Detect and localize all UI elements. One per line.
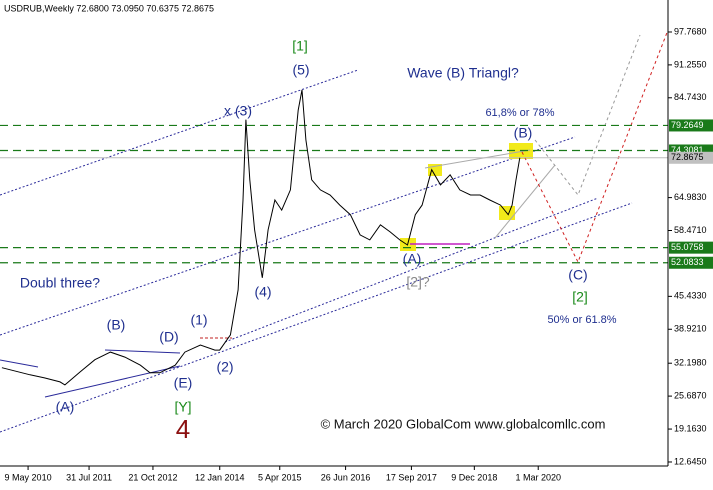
price-line [1,89,521,386]
y-tick-label: 12.6450 [674,456,707,466]
x-tick-label: 1 Mar 2020 [515,472,561,482]
annotation: (1) [190,312,207,328]
y-tick-label: 19.1630 [674,423,707,433]
x-tick-label: 17 Sep 2017 [386,472,437,482]
last-price-box [669,151,713,164]
level-label-box [669,119,713,132]
level-label: 55.0758 [671,242,704,252]
x-tick-label: 9 May 2010 [5,472,52,482]
annotation: 4 [176,414,190,444]
channel-lines [0,69,633,433]
annotation: [2] [572,289,588,305]
annotation: (D) [159,329,178,345]
annotation: (4) [254,284,271,300]
level-label: 74.3081 [671,145,704,155]
annotation: (A) [403,251,422,267]
last-price-label: 72.8675 [671,152,704,162]
level-label-box [669,256,713,269]
annotation: (5) [292,62,309,78]
x-tick-label: 5 Apr 2015 [258,472,302,482]
annotation: [Y] [174,399,191,415]
x-tick-label: 31 Jul 2011 [66,472,112,482]
x-tick-label: 26 Jun 2016 [321,472,371,482]
annotation: © March 2020 GlobalCom www.globalcomllc.… [321,416,606,431]
x-tick-label: 9 Dec 2018 [451,472,497,482]
x-tick-label: 12 Jan 2014 [195,472,245,482]
y-tick-label: 32.1980 [674,358,707,368]
x-tick-label: 21 Oct 2012 [128,472,177,482]
y-tick-label: 25.6870 [674,390,707,400]
y-tick-label: 58.4710 [674,225,707,235]
plot [0,89,668,386]
annotation: [1] [292,38,308,54]
y-tick-label: 45.4330 [674,291,707,301]
annotation: (2) [216,359,233,375]
annotation: [2]? [406,274,430,290]
annotation: (A) [56,399,75,415]
y-tick-label: 64.9830 [674,192,707,202]
y-tick-label: 91.2550 [674,59,707,69]
annotation: (B) [107,317,126,333]
annotation: Doubl three? [20,275,100,291]
wave-lines [0,29,669,398]
annotation: 50% or 61.8% [547,314,616,326]
y-tick-label: 38.9210 [674,324,707,334]
y-tick-label: 97.7680 [674,26,707,36]
header: USDRUB,Weekly 72.6800 73.0950 70.6375 72… [4,3,214,13]
level-label: 52.0833 [671,257,704,267]
annotation: 61,8% or 78% [485,107,554,119]
annotation: (C) [568,267,587,283]
annotation: (B) [514,125,533,141]
level-label: 79.2649 [671,120,704,130]
annotation: x (3) [224,103,252,119]
annotation: (E) [174,375,193,391]
y-tick-label: 84.7430 [674,92,707,102]
level-label-box [669,241,713,254]
annotation: Wave (B) Triangl? [407,65,519,81]
